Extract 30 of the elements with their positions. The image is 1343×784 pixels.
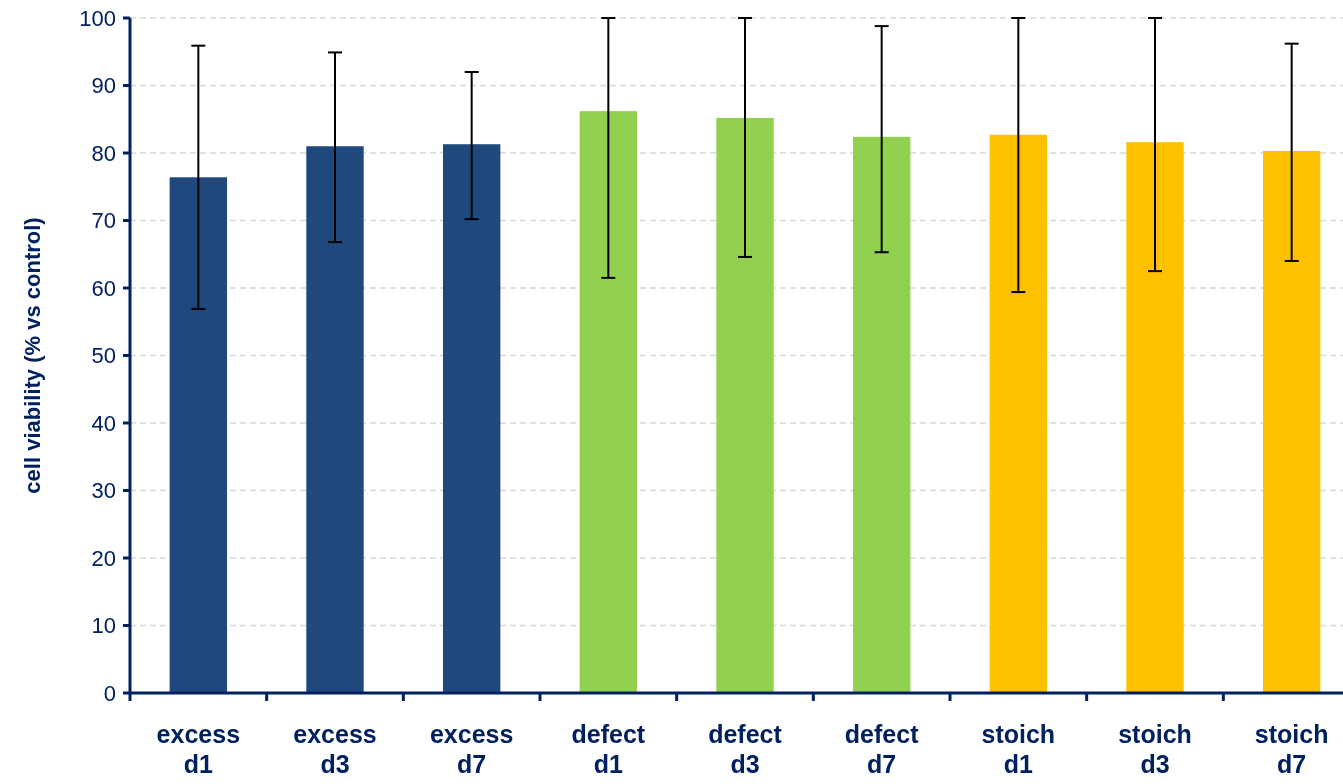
y-tick-label: 80: [91, 140, 116, 166]
bar: [306, 146, 364, 693]
x-tick-label: stoich d1: [981, 720, 1056, 778]
y-tick-label: 70: [91, 208, 116, 234]
y-tick-label: 90: [91, 73, 116, 99]
y-tick-label: 10: [91, 613, 116, 639]
bar: [1126, 142, 1184, 693]
x-tick-label: excess d1: [156, 720, 241, 778]
bar: [579, 111, 638, 693]
x-tick-label: defect d3: [708, 720, 783, 778]
y-tick-label: 50: [91, 343, 116, 369]
x-tick-label: defect d7: [844, 720, 920, 778]
y-tick-label: 100: [79, 5, 116, 31]
y-axis-title: cell viability (% vs control): [20, 217, 45, 494]
y-tick-label: 40: [91, 410, 116, 436]
bar: [169, 177, 228, 693]
y-tick-label: 60: [91, 275, 116, 301]
x-tick-label: defect d1: [571, 720, 646, 778]
y-tick-label: 0: [103, 680, 116, 706]
bar: [1262, 150, 1321, 693]
bar: [989, 134, 1048, 693]
x-tick-label: stoich d3: [1118, 720, 1192, 778]
x-tick-label: excess d3: [293, 720, 377, 778]
bar: [442, 144, 501, 693]
x-tick-label: stoich d7: [1254, 720, 1329, 778]
bar: [716, 117, 774, 693]
bar: [852, 136, 911, 693]
y-tick-label: 20: [91, 545, 116, 571]
x-tick-label: excess d7: [429, 720, 514, 778]
y-tick-label: 30: [91, 478, 116, 504]
